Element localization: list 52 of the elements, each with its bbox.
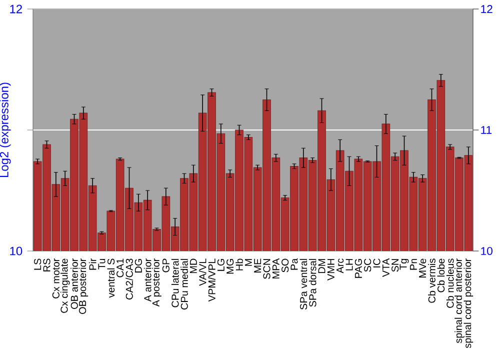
- x-tick-label: spinal cord posterior: [464, 258, 474, 348]
- x-tick-label: SCN: [263, 259, 270, 279]
- x-tick-label: CPu lateral: [171, 258, 179, 308]
- y2-tick-label: 12: [481, 5, 492, 13]
- x-tick-label: Arc: [336, 258, 344, 274]
- x-tick-label: OB posterior: [78, 258, 88, 314]
- y2-tick-label: 11: [481, 126, 492, 134]
- x-tick-label: SPa dorsal: [308, 258, 316, 307]
- x-tick-label: RS: [43, 258, 50, 272]
- x-tick-label: ME: [254, 258, 262, 272]
- x-tick-label: SC: [364, 258, 372, 272]
- x-tick-label: Tg: [400, 258, 409, 270]
- x-tick-label: VA/VL: [198, 258, 206, 286]
- x-tick-label: PAG: [354, 259, 362, 278]
- x-tick-label: A posterior: [152, 258, 162, 307]
- x-tick-label: LH: [346, 259, 353, 270]
- x-tick-label: MPA: [272, 258, 280, 278]
- x-tick-label: MG: [226, 259, 234, 274]
- x-tick-label: SPa ventral: [300, 258, 308, 310]
- x-tick-label: LG: [217, 259, 224, 271]
- x-tick-label: MVe: [419, 258, 426, 278]
- x-tick-label: Cx motor: [52, 258, 60, 298]
- x-tick-label: GP: [162, 258, 170, 272]
- x-tick-label: MD: [190, 258, 197, 274]
- x-tick-label: Cb lobe: [437, 258, 445, 292]
- x-tick-label: Cx cingulate: [60, 258, 70, 313]
- x-tick-label: Pn: [410, 258, 417, 270]
- x-tick-label: Hb: [236, 258, 243, 270]
- x-tick-label: DM: [318, 259, 326, 274]
- x-tick-label: A anterior: [144, 258, 152, 302]
- x-tick-label: VTA: [382, 258, 390, 277]
- x-tick-label: VPM/VPL: [208, 258, 216, 302]
- x-tick-label: LS: [34, 258, 42, 270]
- x-tick-label: VMH: [327, 259, 334, 280]
- x-tick-label: Pa: [290, 258, 298, 270]
- x-tick-label: ventral S: [107, 258, 115, 298]
- y2-tick-label: 10: [481, 246, 492, 256]
- x-tick-label: DG: [134, 259, 142, 272]
- x-tick-label: OB anterior: [70, 258, 78, 309]
- x-tick-label: CPu medial: [180, 258, 188, 310]
- y-axis-title: Log2 (expression): [0, 82, 11, 178]
- x-tick-label: SO: [282, 258, 289, 272]
- x-tick-label: IC: [373, 258, 380, 268]
- x-tick-label: Pir: [88, 258, 96, 270]
- x-tick-label: Tu: [98, 258, 106, 270]
- x-tick-label: SN: [392, 259, 399, 272]
- x-tick-label: Cb vermis: [428, 258, 436, 303]
- x-tick-label: spinal cord anterior: [454, 258, 464, 344]
- x-tick-label: CA2/CA3: [126, 258, 133, 300]
- x-tick-label: M: [244, 259, 252, 266]
- x-tick-label: Cb nucleus: [446, 258, 454, 308]
- x-tick-label: CA1: [116, 258, 124, 278]
